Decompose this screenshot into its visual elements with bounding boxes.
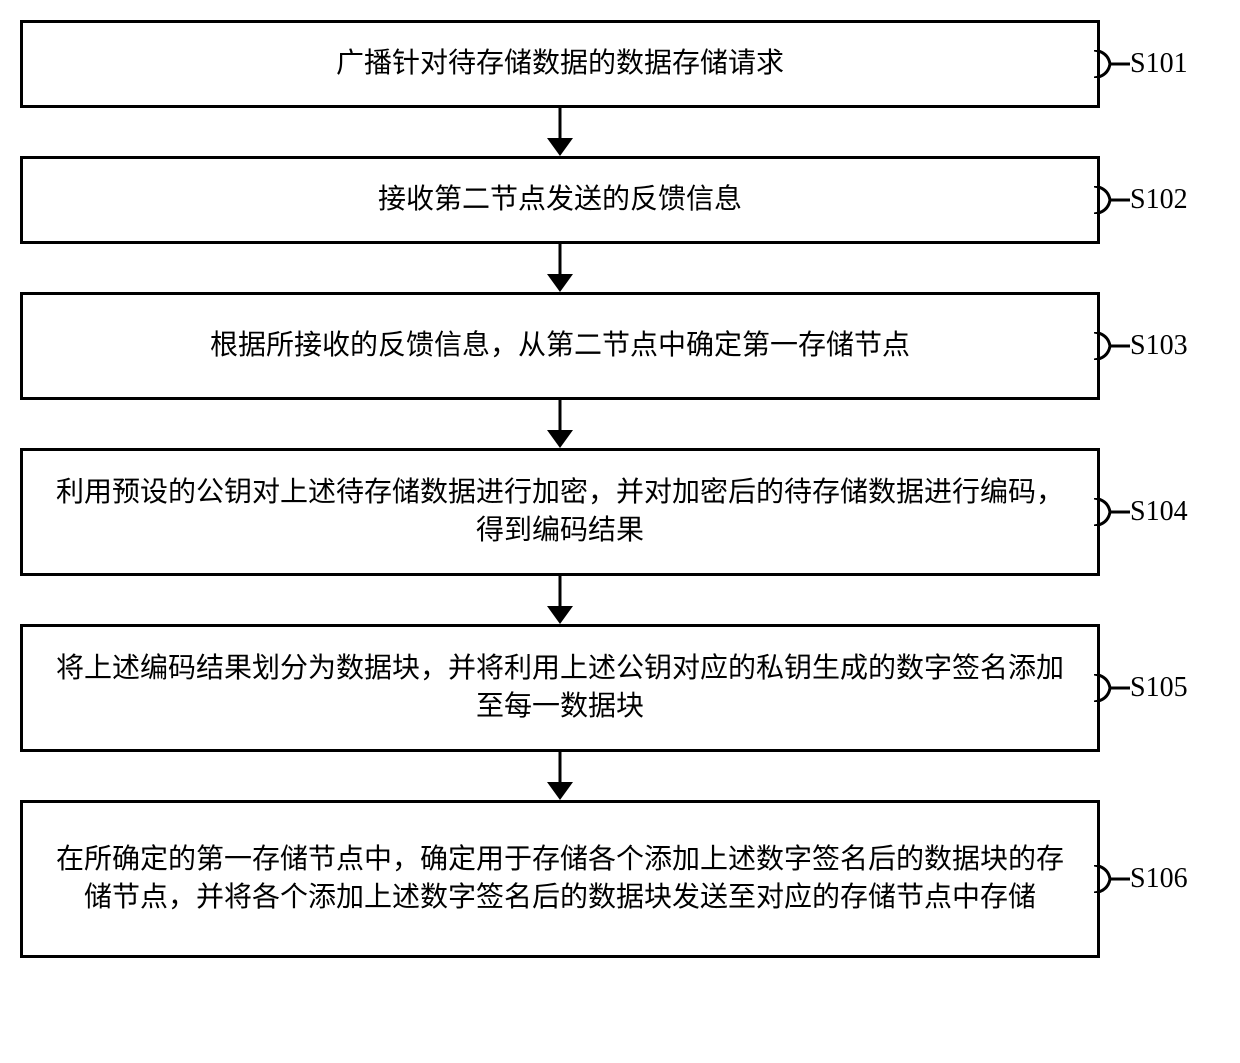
step-row: 将上述编码结果划分为数据块，并将利用上述公钥对应的私钥生成的数字签名添加至每一数… bbox=[20, 624, 1220, 752]
arrow-connector bbox=[20, 400, 1100, 448]
down-arrow-icon bbox=[545, 400, 575, 448]
step-label: S104 bbox=[1130, 496, 1188, 528]
flowchart-container: 广播针对待存储数据的数据存储请求 S101 接收第二节点发送的反馈信息 S102… bbox=[20, 20, 1220, 958]
step-box: 根据所接收的反馈信息，从第二节点中确定第一存储节点 bbox=[20, 292, 1100, 400]
step-label: S105 bbox=[1130, 672, 1188, 704]
bracket-tick-icon bbox=[1094, 50, 1130, 78]
step-label-group: S105 bbox=[1094, 672, 1188, 704]
step-label-group: S103 bbox=[1094, 330, 1188, 362]
step-row: 接收第二节点发送的反馈信息 S102 bbox=[20, 156, 1220, 244]
arrow-connector bbox=[20, 752, 1100, 800]
bracket-tick-icon bbox=[1094, 865, 1130, 893]
step-text: 广播针对待存储数据的数据存储请求 bbox=[336, 45, 784, 83]
bracket-tick-icon bbox=[1094, 332, 1130, 360]
step-text: 根据所接收的反馈信息，从第二节点中确定第一存储节点 bbox=[210, 327, 910, 365]
step-label-group: S106 bbox=[1094, 863, 1188, 895]
step-box: 将上述编码结果划分为数据块，并将利用上述公钥对应的私钥生成的数字签名添加至每一数… bbox=[20, 624, 1100, 752]
step-box: 接收第二节点发送的反馈信息 bbox=[20, 156, 1100, 244]
arrow-connector bbox=[20, 244, 1100, 292]
step-label: S102 bbox=[1130, 184, 1188, 216]
step-box: 广播针对待存储数据的数据存储请求 bbox=[20, 20, 1100, 108]
bracket-tick-icon bbox=[1094, 498, 1130, 526]
step-text: 接收第二节点发送的反馈信息 bbox=[378, 181, 742, 219]
arrow-connector bbox=[20, 108, 1100, 156]
step-label-group: S101 bbox=[1094, 48, 1188, 80]
step-label: S106 bbox=[1130, 863, 1188, 895]
step-text: 利用预设的公钥对上述待存储数据进行加密，并对加密后的待存储数据进行编码，得到编码… bbox=[43, 474, 1077, 550]
step-label-group: S104 bbox=[1094, 496, 1188, 528]
step-box: 在所确定的第一存储节点中，确定用于存储各个添加上述数字签名后的数据块的存储节点，… bbox=[20, 800, 1100, 958]
down-arrow-icon bbox=[545, 244, 575, 292]
step-row: 利用预设的公钥对上述待存储数据进行加密，并对加密后的待存储数据进行编码，得到编码… bbox=[20, 448, 1220, 576]
step-text: 将上述编码结果划分为数据块，并将利用上述公钥对应的私钥生成的数字签名添加至每一数… bbox=[43, 650, 1077, 726]
step-text: 在所确定的第一存储节点中，确定用于存储各个添加上述数字签名后的数据块的存储节点，… bbox=[43, 841, 1077, 917]
bracket-tick-icon bbox=[1094, 186, 1130, 214]
down-arrow-icon bbox=[545, 576, 575, 624]
step-label-group: S102 bbox=[1094, 184, 1188, 216]
down-arrow-icon bbox=[545, 108, 575, 156]
down-arrow-icon bbox=[545, 752, 575, 800]
step-row: 广播针对待存储数据的数据存储请求 S101 bbox=[20, 20, 1220, 108]
arrow-connector bbox=[20, 576, 1100, 624]
step-row: 根据所接收的反馈信息，从第二节点中确定第一存储节点 S103 bbox=[20, 292, 1220, 400]
bracket-tick-icon bbox=[1094, 674, 1130, 702]
step-label: S103 bbox=[1130, 330, 1188, 362]
step-row: 在所确定的第一存储节点中，确定用于存储各个添加上述数字签名后的数据块的存储节点，… bbox=[20, 800, 1220, 958]
step-label: S101 bbox=[1130, 48, 1188, 80]
step-box: 利用预设的公钥对上述待存储数据进行加密，并对加密后的待存储数据进行编码，得到编码… bbox=[20, 448, 1100, 576]
